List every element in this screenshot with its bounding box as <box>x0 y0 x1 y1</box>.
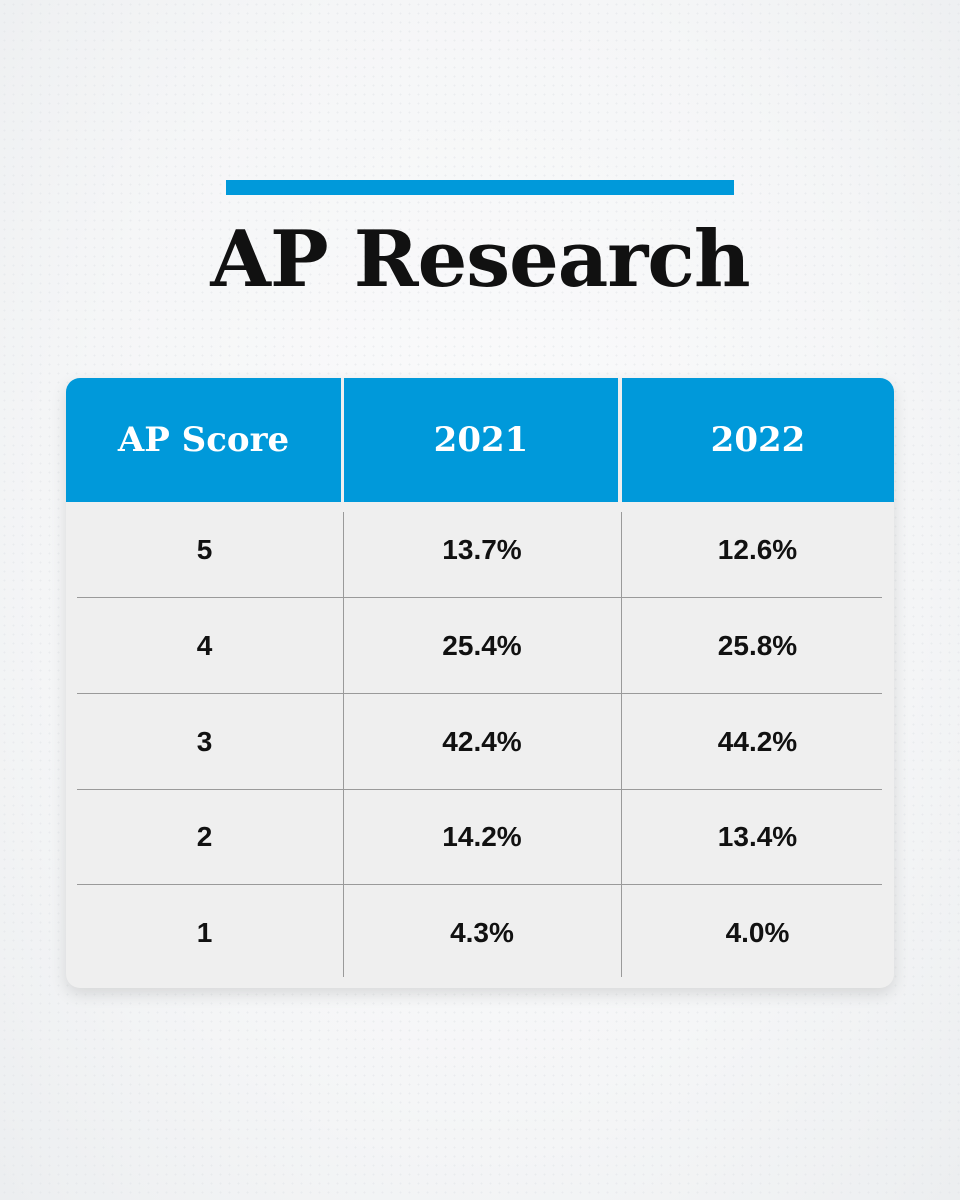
header-cell-2021: 2021 <box>344 378 618 502</box>
value-cell-2022: 13.4% <box>717 820 798 852</box>
column-divider <box>343 512 344 977</box>
header-cell-score: AP Score <box>66 378 341 502</box>
table-body: 5 13.7% 12.6% 4 25.4% 25.8% 3 42.4% 44.2… <box>66 502 894 988</box>
table-row: 3 42.4% 44.2% <box>66 694 894 789</box>
score-table: AP Score 2021 2022 5 13.7% 12.6% 4 25.4%… <box>66 378 894 988</box>
value-cell-2021: 42.4% <box>442 725 522 757</box>
value-cell-2021: 25.4% <box>442 629 522 661</box>
row-divider <box>77 693 882 694</box>
value-cell-2021: 13.7% <box>442 533 522 565</box>
header-cell-2022: 2022 <box>622 378 894 502</box>
column-divider <box>621 512 622 977</box>
table-header: AP Score 2021 2022 <box>66 378 894 502</box>
row-divider <box>77 884 882 885</box>
accent-bar <box>226 180 734 195</box>
value-cell-2022: 25.8% <box>717 629 798 661</box>
table-row: 4 25.4% 25.8% <box>66 598 894 693</box>
value-cell-2022: 44.2% <box>717 725 798 757</box>
table-row: 5 13.7% 12.6% <box>66 502 894 597</box>
score-cell: 3 <box>196 725 213 757</box>
value-cell-2021: 4.3% <box>450 916 514 948</box>
value-cell-2022: 12.6% <box>717 533 798 565</box>
row-divider <box>77 789 882 790</box>
score-cell: 2 <box>196 820 213 852</box>
row-divider <box>77 597 882 598</box>
value-cell-2022: 4.0% <box>725 916 790 948</box>
score-cell: 4 <box>196 629 213 661</box>
value-cell-2021: 14.2% <box>442 820 522 852</box>
table-row: 1 4.3% 4.0% <box>66 885 894 980</box>
table-row: 2 14.2% 13.4% <box>66 789 894 884</box>
score-cell: 5 <box>196 533 213 565</box>
score-cell: 1 <box>196 916 213 948</box>
page-title: AP Research <box>210 214 750 305</box>
